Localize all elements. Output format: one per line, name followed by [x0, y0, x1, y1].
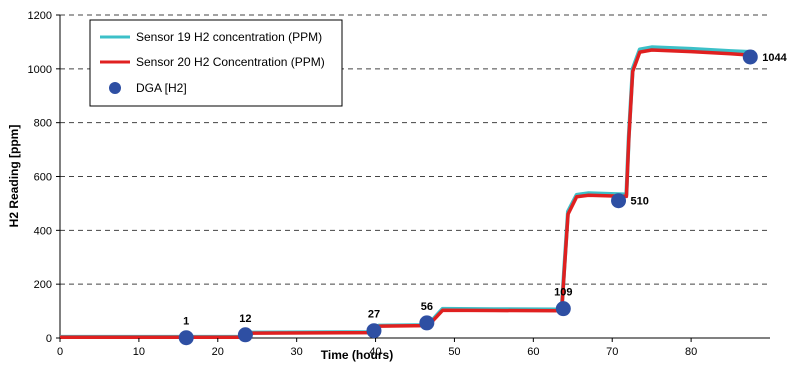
x-tick-label-50: 50 [448, 346, 460, 358]
dga-label-12: 12 [239, 313, 251, 325]
x-tick-label-80: 80 [685, 346, 697, 358]
gridlines [60, 14, 770, 285]
dga-label-1044: 1044 [762, 52, 787, 64]
dga-label-56: 56 [421, 301, 433, 313]
dga-label-1: 1 [183, 316, 189, 328]
y-tick-label-1000: 1000 [28, 64, 52, 76]
y-tick-label-1200: 1200 [28, 10, 52, 22]
x-axis-ticks: 0 10 20 30 40 50 60 70 80 [57, 338, 697, 358]
y-axis-ticks: 0 200 400 600 800 1000 1200 [28, 10, 60, 345]
x-tick-label-30: 30 [291, 346, 303, 358]
dga-label-510: 510 [631, 196, 649, 208]
dga-point-27 [366, 323, 382, 339]
dga-point-510 [611, 193, 627, 209]
x-tick-label-60: 60 [527, 346, 539, 358]
y-tick-label-400: 400 [34, 225, 52, 237]
legend-label-dga: DGA [H2] [136, 81, 187, 95]
legend-marker-dga [109, 82, 121, 94]
x-axis-title: Time (hours) [321, 348, 393, 362]
y-tick-label-200: 200 [34, 279, 52, 291]
x-tick-label-0: 0 [57, 346, 63, 358]
legend: Sensor 19 H2 concentration (PPM) Sensor … [89, 19, 343, 107]
legend-label-sensor-20: Sensor 20 H2 Concentration (PPM) [136, 55, 325, 69]
dga-point-12 [237, 327, 253, 343]
dga-points: 1 12 27 56 109 510 1044 [178, 49, 788, 346]
x-tick-label-20: 20 [212, 346, 224, 358]
dga-point-1044 [742, 49, 758, 65]
y-tick-label-800: 800 [34, 118, 52, 130]
y-axis-title: H2 Reading [ppm] [7, 125, 21, 228]
dga-label-109: 109 [554, 287, 572, 299]
dga-point-109 [555, 301, 571, 317]
legend-label-sensor-19: Sensor 19 H2 concentration (PPM) [136, 30, 322, 44]
x-tick-label-70: 70 [606, 346, 618, 358]
dga-point-56 [419, 315, 435, 331]
x-tick-label-40: 40 [369, 346, 381, 358]
y-tick-label-0: 0 [46, 333, 52, 345]
dga-label-27: 27 [368, 309, 380, 321]
legend-box [89, 19, 343, 107]
y-tick-label-600: 600 [34, 172, 52, 184]
dga-point-1 [178, 330, 194, 346]
x-tick-label-10: 10 [133, 346, 145, 358]
